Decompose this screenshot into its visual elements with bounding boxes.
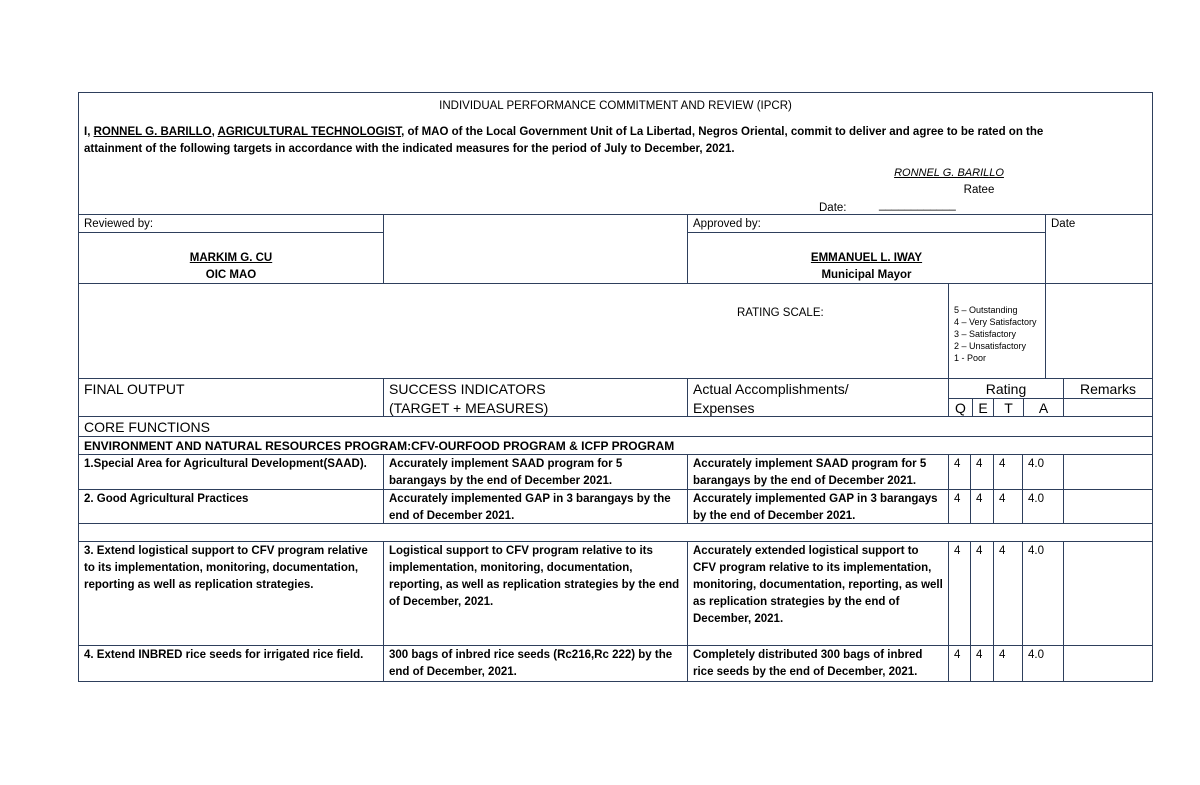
rating-scale-label: RATING SCALE:: [737, 307, 824, 319]
row1-output: 1.Special Area for Agricultural Developm…: [78, 454, 384, 490]
row1-e: 4: [970, 454, 994, 490]
row1-remarks: [1063, 454, 1153, 490]
row4-e: 4: [970, 645, 994, 682]
scale-item: 1 - Poor: [954, 353, 987, 363]
commitment-sep: ,: [211, 126, 218, 138]
row4-remarks: [1063, 645, 1153, 682]
row3-actual: Accurately extended logistical support t…: [687, 541, 949, 646]
row2-t: 4: [993, 489, 1023, 524]
rating-scale-label-cell: RATING SCALE:: [78, 283, 949, 379]
row3-a: 4.0: [1022, 541, 1064, 646]
scale-item: 4 – Very Satisfactory: [954, 317, 1037, 327]
col-q: Q: [948, 398, 973, 417]
col-success-line1: SUCCESS INDICATORS: [389, 381, 546, 397]
col-remarks: Remarks: [1063, 378, 1153, 399]
row4-t: 4: [993, 645, 1023, 682]
row2-actual: Accurately implemented GAP in 3 barangay…: [687, 489, 949, 524]
reviewed-by-label: Reviewed by:: [78, 214, 384, 233]
document-title: INDIVIDUAL PERFORMANCE COMMITMENT AND RE…: [439, 100, 792, 112]
scale-item: 5 – Outstanding: [954, 305, 1018, 315]
row4-a: 4.0: [1022, 645, 1064, 682]
row3-t: 4: [993, 541, 1023, 646]
scale-item: 2 – Unsatisfactory: [954, 341, 1027, 351]
blank-signature-cell: [383, 214, 688, 284]
col-success-indicators: SUCCESS INDICATORS (TARGET + MEASURES): [383, 378, 688, 417]
row2-a: 4.0: [1022, 489, 1064, 524]
row3-indicator: Logistical support to CFV program relati…: [383, 541, 688, 646]
commitment-prefix: I,: [84, 126, 94, 138]
rating-scale-blank: [1045, 283, 1153, 379]
row1-a: 4.0: [1022, 454, 1064, 490]
row1-t: 4: [993, 454, 1023, 490]
row1-indicator: Accurately implement SAAD program for 5 …: [383, 454, 688, 490]
col-a: A: [1023, 398, 1064, 417]
row2-e: 4: [970, 489, 994, 524]
row4-actual: Completely distributed 300 bags of inbre…: [687, 645, 949, 682]
row4-q: 4: [948, 645, 971, 682]
ratee-date-field[interactable]: ____________: [879, 199, 956, 211]
approver-block: EMMANUEL L. IWAY Municipal Mayor: [687, 232, 1046, 284]
commitment-statement: I, RONNEL G. BARILLO, AGRICULTURAL TECHN…: [84, 124, 1104, 158]
col-rating: Rating: [948, 378, 1064, 399]
approved-by-label: Approved by:: [687, 214, 1046, 233]
col-actual: Actual Accomplishments/ Expenses: [687, 378, 949, 417]
spacer-row: [78, 523, 1153, 542]
row2-remarks: [1063, 489, 1153, 524]
title-block: INDIVIDUAL PERFORMANCE COMMITMENT AND RE…: [78, 92, 1153, 215]
col-actual-line2: Expenses: [693, 400, 755, 416]
row1-actual: Accurately implement SAAD program for 5 …: [687, 454, 949, 490]
commitment-body: , of MAO of the Local Government Unit of…: [84, 126, 1044, 155]
approver-name: EMMANUEL L. IWAY: [810, 252, 923, 264]
col-e: E: [972, 398, 994, 417]
col-actual-line1: Actual Accomplishments/: [693, 381, 849, 397]
ratee-name-inline: RONNEL G. BARILLO: [93, 126, 212, 138]
approver-title: Municipal Mayor: [821, 269, 912, 281]
ratee-position: AGRICULTURAL TECHNOLOGIST: [217, 126, 402, 138]
row3-output: 3. Extend logistical support to CFV prog…: [78, 541, 384, 646]
ratee-label: Ratee: [963, 184, 995, 196]
scale-item: 3 – Satisfactory: [954, 329, 1017, 339]
section-core-functions: CORE FUNCTIONS: [78, 416, 1153, 437]
col-success-line2: (TARGET + MEASURES): [389, 400, 549, 416]
reviewer-name: MARKIM G. CU: [189, 252, 273, 264]
row2-output: 2. Good Agricultural Practices: [78, 489, 384, 524]
row4-output: 4. Extend INBRED rice seeds for irrigate…: [78, 645, 384, 682]
col-t: T: [993, 398, 1024, 417]
row3-e: 4: [970, 541, 994, 646]
remarks-subheader-blank: [1063, 398, 1153, 417]
row3-q: 4: [948, 541, 971, 646]
row2-q: 4: [948, 489, 971, 524]
section-program: ENVIRONMENT AND NATURAL RESOURCES PROGRA…: [78, 436, 1153, 455]
row1-q: 4: [948, 454, 971, 490]
rating-scale-legend: 5 – Outstanding 4 – Very Satisfactory 3 …: [948, 283, 1046, 379]
row2-indicator: Accurately implemented GAP in 3 barangay…: [383, 489, 688, 524]
row4-indicator: 300 bags of inbred rice seeds (Rc216,Rc …: [383, 645, 688, 682]
ratee-signature-name: RONNEL G. BARILLO: [894, 167, 1004, 179]
row3-remarks: [1063, 541, 1153, 646]
approval-date-cell[interactable]: Date: [1045, 214, 1153, 284]
reviewer-block: MARKIM G. CU OIC MAO: [78, 232, 384, 284]
reviewer-title: OIC MAO: [205, 269, 257, 281]
col-final-output: FINAL OUTPUT: [78, 378, 384, 417]
ratee-date-label: Date:: [819, 202, 847, 214]
